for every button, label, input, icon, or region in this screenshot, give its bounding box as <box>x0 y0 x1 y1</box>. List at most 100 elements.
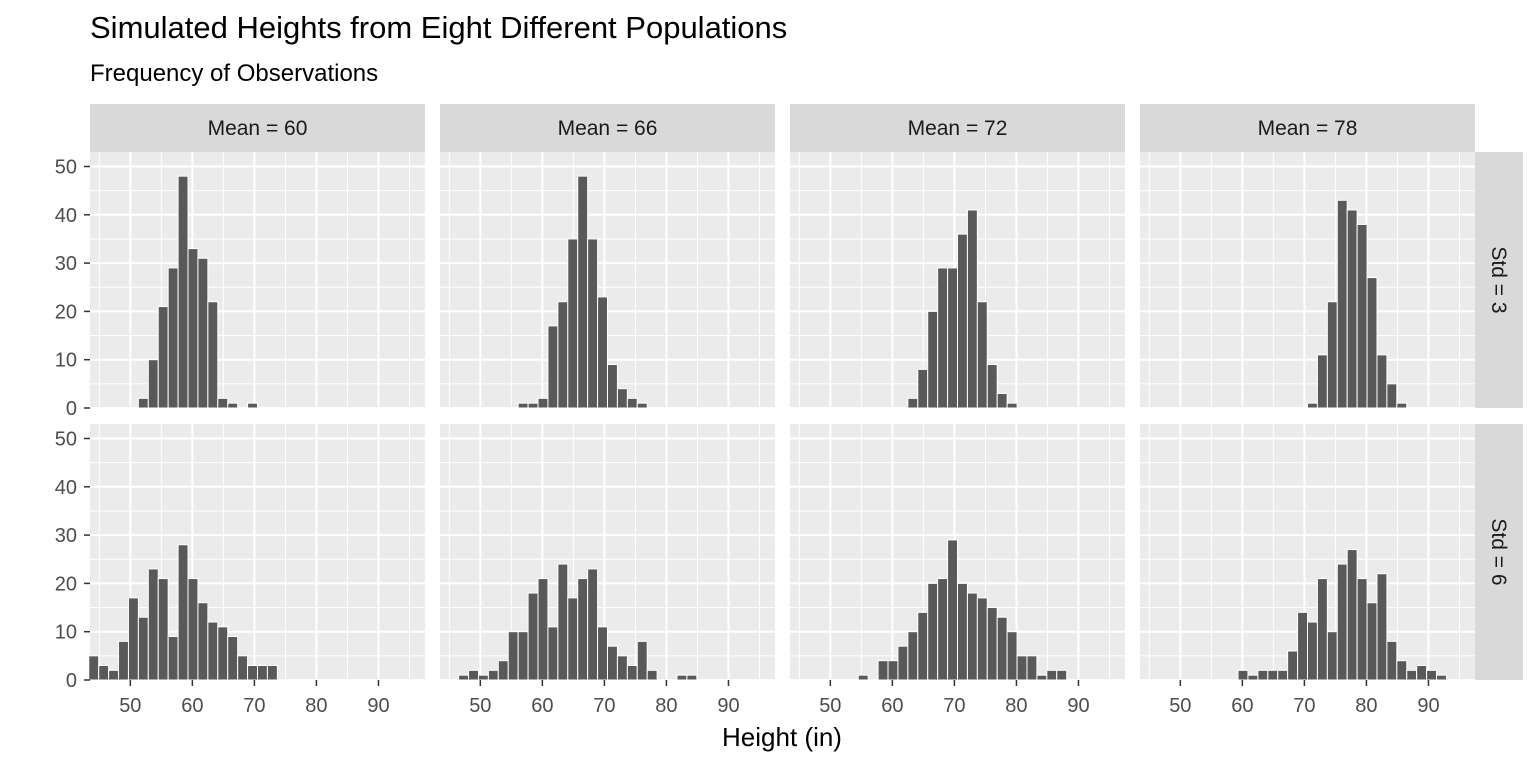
histogram-bar <box>197 257 209 409</box>
histogram-bar <box>1376 573 1388 681</box>
histogram-bar <box>957 582 968 681</box>
histogram-bar <box>947 267 959 409</box>
histogram-bar <box>147 359 159 409</box>
histogram-bar <box>1237 669 1249 681</box>
y-tick-label: 40 <box>55 205 77 227</box>
histogram-bar <box>157 306 169 409</box>
histogram-bar <box>917 368 929 409</box>
histogram-bar <box>557 301 569 409</box>
histogram-bar <box>646 669 658 681</box>
histogram-bar <box>1346 209 1358 409</box>
y-tick-label: 0 <box>66 398 77 420</box>
histogram-bar <box>567 597 579 681</box>
histogram-bar <box>487 669 499 681</box>
histogram-bar <box>567 238 579 409</box>
histogram-bar <box>587 568 599 681</box>
histogram-bar <box>1426 669 1438 681</box>
histogram-bar <box>877 660 889 681</box>
histogram-bar <box>557 563 569 681</box>
histogram-bar <box>147 568 159 681</box>
histogram-bar <box>157 578 169 681</box>
x-axis-label: Height (in) <box>722 722 842 752</box>
histogram-bar <box>1016 655 1028 681</box>
histogram-bar <box>237 655 249 681</box>
facet-strip-label: Mean = 78 <box>1258 117 1358 140</box>
histogram-bar <box>1346 549 1358 681</box>
histogram-bar <box>937 578 949 681</box>
histogram-bar <box>1406 669 1418 681</box>
histogram-bar <box>1396 402 1408 409</box>
x-tick-label: 70 <box>243 695 265 717</box>
histogram-bar <box>477 674 489 681</box>
histogram-bar <box>1267 669 1279 681</box>
chart-subtitle: Frequency of Observations <box>90 60 379 87</box>
histogram-bar <box>686 674 698 681</box>
x-tick-label: 90 <box>1067 695 1089 717</box>
histogram-bar <box>676 674 688 681</box>
histogram-bar <box>1386 383 1398 409</box>
histogram-bar <box>1326 631 1338 681</box>
histogram-bar <box>907 397 919 409</box>
histogram-bar <box>137 397 149 409</box>
histogram-bar <box>1336 563 1348 681</box>
histogram-bar <box>1247 674 1259 681</box>
histogram-bar <box>1366 277 1378 409</box>
histogram-bar <box>976 301 988 409</box>
panel-background <box>1140 152 1475 408</box>
histogram-bar <box>1277 669 1289 681</box>
x-tick-label: 50 <box>819 695 841 717</box>
histogram-bar <box>976 597 988 681</box>
histogram-bar <box>597 626 609 681</box>
histogram-bar <box>458 674 470 681</box>
x-tick-label: 50 <box>119 695 141 717</box>
histogram-bar <box>137 616 149 681</box>
histogram-bar <box>607 645 618 681</box>
histogram-bar <box>217 397 229 409</box>
histogram-bar <box>187 248 199 409</box>
histogram-bar <box>636 402 648 409</box>
y-tick-label: 20 <box>55 573 77 595</box>
histogram-bar <box>266 665 278 681</box>
histogram-bar <box>197 602 209 681</box>
histogram-bar <box>857 674 869 681</box>
histogram-bar <box>587 238 599 409</box>
histogram-bar <box>537 578 549 681</box>
histogram-bar <box>616 655 628 681</box>
histogram-bar <box>1386 640 1398 681</box>
histogram-bar <box>127 597 139 681</box>
y-tick-label: 20 <box>55 301 77 323</box>
y-tick-label: 10 <box>55 350 77 372</box>
histogram-bar <box>1307 402 1318 409</box>
histogram-bar <box>468 669 479 681</box>
histogram-bar <box>986 364 998 409</box>
histogram-bar <box>1356 578 1368 681</box>
histogram-bar <box>207 301 219 409</box>
histogram-bar <box>497 660 509 681</box>
facet-strip <box>1475 424 1523 680</box>
histogram-bar <box>1036 674 1048 681</box>
histogram-bar <box>1287 650 1299 681</box>
histogram-bar <box>897 645 909 681</box>
histogram-bar <box>947 539 959 681</box>
facet-strip-label: Mean = 60 <box>208 117 308 140</box>
histogram-bar <box>1396 660 1408 681</box>
x-tick-label: 80 <box>305 695 327 717</box>
y-tick-label: 50 <box>55 428 77 450</box>
histogram-bar <box>1336 199 1348 409</box>
histogram-bar <box>1316 354 1328 409</box>
histogram-bar <box>1316 578 1328 681</box>
histogram-bar <box>907 631 919 681</box>
y-tick-label: 40 <box>55 477 77 499</box>
histogram-bar <box>597 296 609 409</box>
x-tick-label: 50 <box>469 695 491 717</box>
facet-strip <box>790 104 1125 152</box>
histogram-bar <box>1026 655 1038 681</box>
facet-strip-label: Std = 6 <box>1487 518 1510 585</box>
histogram-bar <box>996 393 1008 409</box>
histogram-bar <box>207 621 219 681</box>
histogram-bar <box>927 582 939 681</box>
histogram-bar <box>108 669 120 681</box>
histogram-bar <box>1006 631 1018 681</box>
histogram-bar <box>247 402 259 409</box>
histogram-bar <box>1326 301 1338 409</box>
